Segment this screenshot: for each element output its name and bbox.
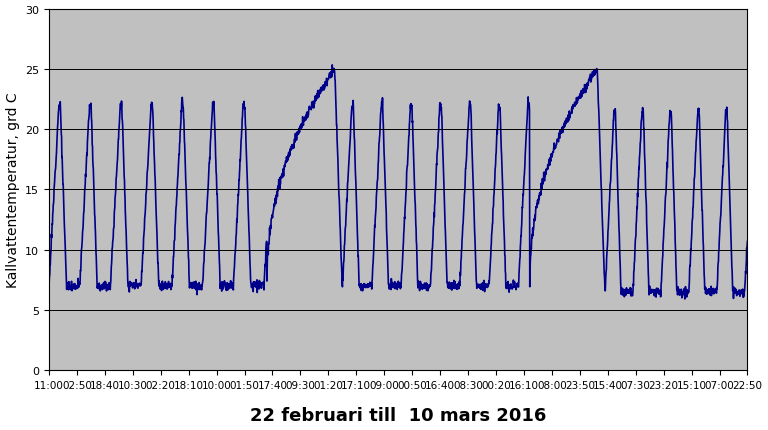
X-axis label: 22 februari till  10 mars 2016: 22 februari till 10 mars 2016 (250, 406, 546, 424)
Y-axis label: Kallvattentemperatur, grd C: Kallvattentemperatur, grd C (5, 92, 19, 287)
